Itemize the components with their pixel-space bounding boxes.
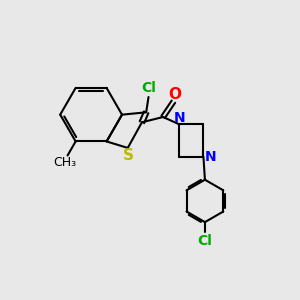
Text: Cl: Cl xyxy=(197,234,212,248)
Text: S: S xyxy=(123,148,134,164)
Text: O: O xyxy=(168,87,182,102)
Text: CH₃: CH₃ xyxy=(53,156,76,169)
Text: N: N xyxy=(173,111,185,125)
Text: N: N xyxy=(205,150,217,164)
Text: Cl: Cl xyxy=(142,81,157,95)
